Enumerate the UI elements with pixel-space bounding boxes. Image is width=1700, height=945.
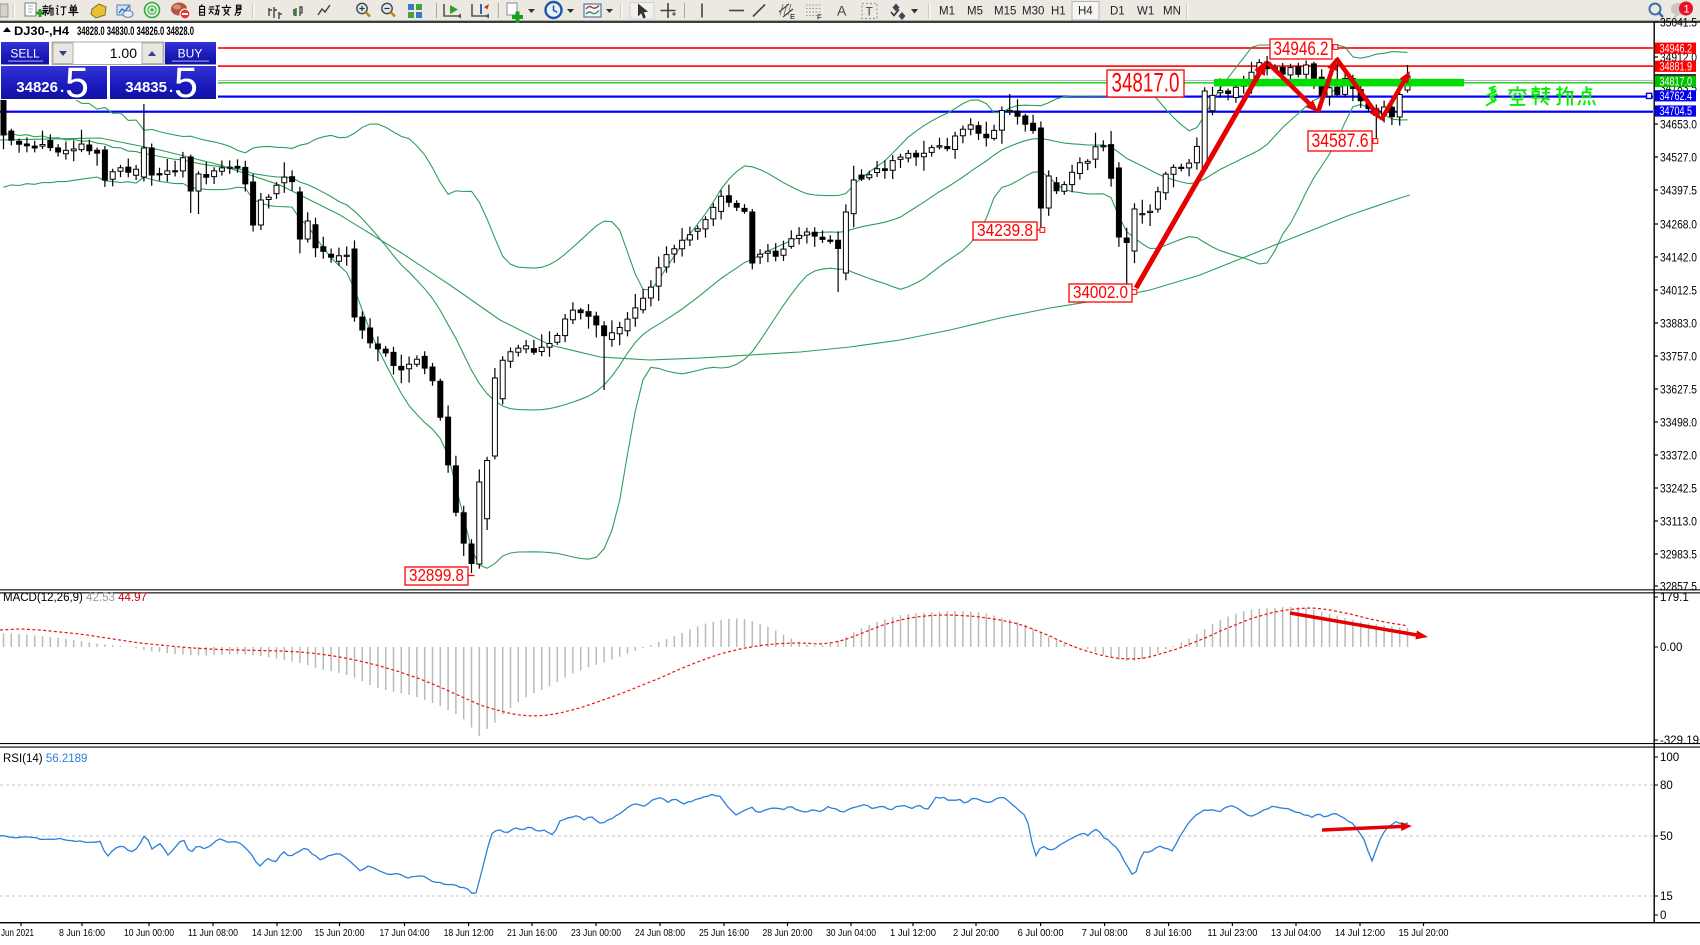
svg-text:15 Jun 20:00: 15 Jun 20:00 xyxy=(315,927,365,939)
svg-text:15 Jul 20:00: 15 Jul 20:00 xyxy=(1399,927,1449,939)
svg-text:11 Jul 23:00: 11 Jul 23:00 xyxy=(1207,927,1257,939)
svg-text:34817.0: 34817.0 xyxy=(1112,68,1180,98)
svg-text:8 Jul 16:00: 8 Jul 16:00 xyxy=(1146,927,1192,939)
svg-text:M15: M15 xyxy=(994,6,1016,18)
svg-text:32899.8: 32899.8 xyxy=(409,565,464,585)
svg-text:M30: M30 xyxy=(1022,6,1044,18)
svg-text:34835: 34835 xyxy=(125,79,167,96)
svg-text:17 Jun 04:00: 17 Jun 04:00 xyxy=(380,927,430,939)
svg-text:8 Jun 16:00: 8 Jun 16:00 xyxy=(59,927,105,939)
svg-text:0.00: 0.00 xyxy=(1660,642,1682,654)
svg-text:34881.9: 34881.9 xyxy=(1660,62,1693,74)
svg-text:33627.5: 33627.5 xyxy=(1660,385,1697,397)
svg-text:10 Jun 00:00: 10 Jun 00:00 xyxy=(124,927,174,939)
svg-text:M1: M1 xyxy=(939,6,955,18)
svg-text:2 Jul 20:00: 2 Jul 20:00 xyxy=(953,927,999,939)
svg-text:1 Jul 12:00: 1 Jul 12:00 xyxy=(890,927,936,939)
svg-text:33242.5: 33242.5 xyxy=(1660,484,1697,496)
svg-text:18 Jun 12:00: 18 Jun 12:00 xyxy=(444,927,494,939)
svg-text:32857.5: 32857.5 xyxy=(1660,582,1697,594)
svg-text:33757.0: 33757.0 xyxy=(1660,352,1697,364)
svg-text:35041.5: 35041.5 xyxy=(1660,18,1697,30)
svg-text:34946.2: 34946.2 xyxy=(1274,39,1329,60)
svg-text:34826: 34826 xyxy=(16,79,58,96)
svg-text:34268.0: 34268.0 xyxy=(1660,220,1697,232)
svg-text:33372.0: 33372.0 xyxy=(1660,451,1697,463)
svg-text:34002.0: 34002.0 xyxy=(1073,282,1128,302)
svg-text:24 Jun 08:00: 24 Jun 08:00 xyxy=(635,927,685,939)
svg-text:34946.2: 34946.2 xyxy=(1660,43,1693,55)
svg-text:33113.0: 33113.0 xyxy=(1660,517,1697,529)
svg-text:SELL: SELL xyxy=(10,47,40,61)
svg-text:.: . xyxy=(60,79,64,96)
svg-text:6 Jul 00:00: 6 Jul 00:00 xyxy=(1018,927,1064,939)
svg-text:MACD(12,26,9) 42.53 44.97: MACD(12,26,9) 42.53 44.97 xyxy=(3,592,147,604)
svg-text:13 Jul 04:00: 13 Jul 04:00 xyxy=(1271,927,1321,939)
svg-text:34653.0: 34653.0 xyxy=(1660,120,1697,132)
svg-text:32983.5: 32983.5 xyxy=(1660,550,1697,562)
svg-text:0: 0 xyxy=(1660,910,1666,922)
svg-text:DJ30-,H4: DJ30-,H4 xyxy=(14,24,69,38)
svg-text:BUY: BUY xyxy=(178,47,203,61)
svg-text:E: E xyxy=(790,12,795,21)
svg-text:34828.0 34830.0 34826.0 34828.: 34828.0 34830.0 34826.0 34828.0 xyxy=(77,24,194,38)
svg-text:34012.5: 34012.5 xyxy=(1660,286,1697,298)
svg-text:23 Jun 00:00: 23 Jun 00:00 xyxy=(571,927,621,939)
svg-text:A: A xyxy=(837,3,847,19)
svg-text:21 Jun 16:00: 21 Jun 16:00 xyxy=(507,927,557,939)
svg-text:34762.4: 34762.4 xyxy=(1660,91,1693,103)
svg-text:D1: D1 xyxy=(1110,6,1125,18)
svg-text:F: F xyxy=(817,13,822,22)
svg-text:.: . xyxy=(169,79,173,96)
svg-text:34239.8: 34239.8 xyxy=(977,220,1033,240)
svg-text:30 Jun 04:00: 30 Jun 04:00 xyxy=(826,927,876,939)
svg-text:100: 100 xyxy=(1660,752,1679,764)
svg-text:MN: MN xyxy=(1163,6,1181,18)
svg-text:H1: H1 xyxy=(1051,6,1066,18)
svg-text:50: 50 xyxy=(1660,831,1673,843)
svg-text:RSI(14) 56.2189: RSI(14) 56.2189 xyxy=(3,753,87,765)
svg-text:179.1: 179.1 xyxy=(1660,592,1689,604)
svg-text:-329.19: -329.19 xyxy=(1660,735,1699,747)
svg-text:80: 80 xyxy=(1660,780,1673,792)
svg-text:1: 1 xyxy=(1684,4,1690,16)
svg-text:7 Jul 08:00: 7 Jul 08:00 xyxy=(1082,927,1128,939)
svg-text:34704.5: 34704.5 xyxy=(1660,106,1693,118)
svg-text:14 Jun 12:00: 14 Jun 12:00 xyxy=(252,927,302,939)
svg-text:34397.5: 34397.5 xyxy=(1660,186,1697,198)
svg-text:33498.0: 33498.0 xyxy=(1660,418,1697,430)
svg-text:1.00: 1.00 xyxy=(110,45,137,61)
svg-text:33883.0: 33883.0 xyxy=(1660,319,1697,331)
svg-text:M5: M5 xyxy=(967,6,983,18)
svg-text:5: 5 xyxy=(174,59,198,107)
svg-text:Jun 2021: Jun 2021 xyxy=(1,927,34,939)
svg-text:34527.0: 34527.0 xyxy=(1660,153,1697,165)
svg-text:14 Jul 12:00: 14 Jul 12:00 xyxy=(1335,927,1385,939)
svg-text:H4: H4 xyxy=(1078,6,1093,18)
svg-text:34587.6: 34587.6 xyxy=(1312,131,1369,152)
svg-text:28 Jun 20:00: 28 Jun 20:00 xyxy=(763,927,813,939)
svg-text:25 Jun 16:00: 25 Jun 16:00 xyxy=(699,927,749,939)
svg-text:W1: W1 xyxy=(1137,6,1154,18)
svg-text:11 Jun 08:00: 11 Jun 08:00 xyxy=(188,927,238,939)
svg-text:15: 15 xyxy=(1660,891,1673,903)
svg-text:34817.0: 34817.0 xyxy=(1660,77,1693,89)
svg-text:5: 5 xyxy=(65,59,89,107)
svg-text:34142.0: 34142.0 xyxy=(1660,253,1697,265)
svg-text:T: T xyxy=(866,5,874,19)
